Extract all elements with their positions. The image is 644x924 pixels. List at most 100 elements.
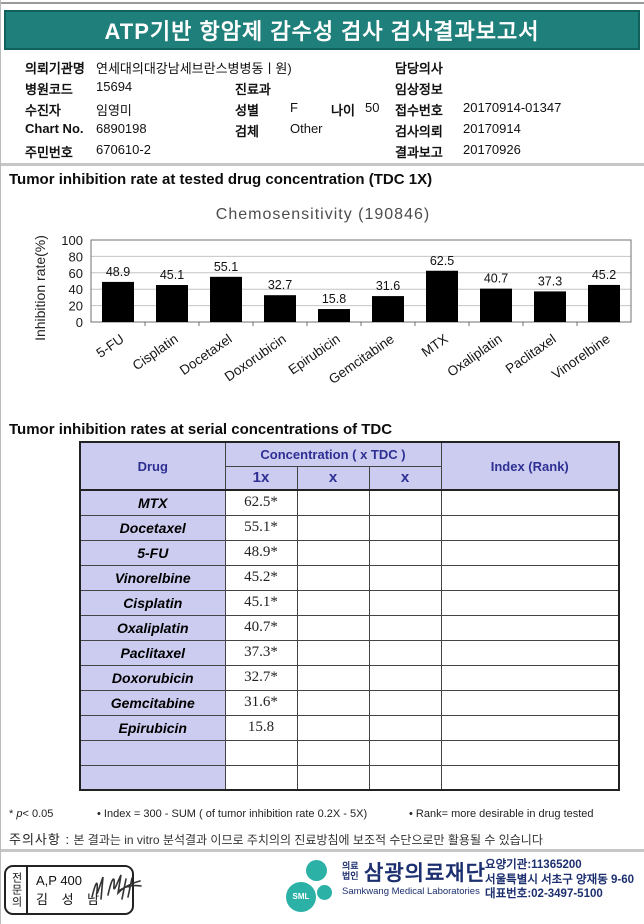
patient-name: 임영미 xyxy=(96,103,132,118)
value-cell xyxy=(296,614,370,641)
y-tick-label: 60 xyxy=(69,266,83,281)
bar-value-label: 40.7 xyxy=(484,272,508,286)
logo-circle-main: SML xyxy=(286,882,316,912)
bar-value-label: 37.3 xyxy=(538,274,562,288)
logo-circle-top xyxy=(306,860,327,881)
value-cell xyxy=(296,664,370,691)
bar xyxy=(264,295,296,322)
value-cell: 55.1* xyxy=(224,514,298,541)
table-row: Vinorelbine 45.2* xyxy=(79,564,620,591)
table-header-row: Drug Concentration ( x TDC ) Index (Rank… xyxy=(79,441,620,491)
specimen-value: Other xyxy=(290,121,323,136)
value-cell xyxy=(368,664,442,691)
y-tick-label: 20 xyxy=(69,299,83,314)
drug-name-cell: Epirubicin xyxy=(79,714,226,741)
drug-name-cell xyxy=(79,739,226,766)
value-cell xyxy=(368,614,442,641)
hospital-code-label: 병원코드 xyxy=(25,82,73,97)
bar xyxy=(210,276,242,322)
address: 서울특별시 서초구 양재동 9-60 xyxy=(485,873,634,886)
bar xyxy=(102,281,134,322)
footer: 전문의 A,P 400 김 성 남 SML 의료 법인 삼광의료재단 Samkw… xyxy=(1,856,644,924)
y-tick-label: 80 xyxy=(69,249,83,264)
patient-label: 수진자 xyxy=(25,103,61,118)
bar-value-label: 31.6 xyxy=(376,279,400,293)
subcol-x3-header: x xyxy=(368,465,442,491)
value-cell xyxy=(368,739,442,766)
value-cell xyxy=(440,614,620,641)
index-formula-note: • Index = 300 - SUM ( of tumor inhibitio… xyxy=(97,808,368,820)
organization-name: 삼광의료재단 xyxy=(364,862,486,885)
table-section-title: Tumor inhibition rates at serial concent… xyxy=(9,421,393,438)
table-row: 5-FU 48.9* xyxy=(79,539,620,566)
bar xyxy=(156,285,188,322)
value-cell xyxy=(296,539,370,566)
caution-text: 본 결과는 in vitro 분석결과 이므로 주치의의 진료방침에 보조적 수… xyxy=(73,833,543,847)
value-cell xyxy=(368,539,442,566)
bar-value-label: 62.5 xyxy=(430,254,454,268)
section-divider xyxy=(1,163,644,166)
table-row: MTX 62.5* xyxy=(79,489,620,516)
age-value: 50 xyxy=(365,100,380,115)
bar xyxy=(372,296,404,322)
table-row xyxy=(79,739,620,766)
value-cell: 45.1* xyxy=(224,589,298,616)
chart-y-axis-label: Inhibition rate(%) xyxy=(32,235,48,341)
value-cell xyxy=(224,764,298,791)
doctor-label: 담당의사 xyxy=(395,61,443,76)
sml-logo-icon: SML xyxy=(286,860,338,918)
y-tick-label: 0 xyxy=(76,315,83,330)
bar-value-label: 48.9 xyxy=(106,265,130,279)
value-cell xyxy=(224,739,298,766)
request-date-value: 20170914 xyxy=(463,121,521,136)
value-cell xyxy=(296,564,370,591)
bar xyxy=(318,309,350,322)
index-rank-column-header: Index (Rank) xyxy=(440,441,620,491)
table-row: Epirubicin 15.8 xyxy=(79,714,620,741)
value-cell xyxy=(296,514,370,541)
drug-name-cell: Vinorelbine xyxy=(79,564,226,591)
patient-info-row: Chart No. 6890198 검체 Other 검사의뢰 20170914 xyxy=(1,121,644,139)
sex-value: F xyxy=(290,100,298,115)
table-subheader-row: 1x x x xyxy=(80,465,619,491)
table-row: Docetaxel 55.1* xyxy=(79,514,620,541)
table-row: Oxaliplatin 40.7* xyxy=(79,614,620,641)
drug-name-cell: Paclitaxel xyxy=(79,639,226,666)
table-row: Paclitaxel 37.3* xyxy=(79,639,620,666)
rank-note: • Rank= more desirable in drug tested xyxy=(409,808,594,820)
value-cell xyxy=(440,539,620,566)
bar xyxy=(480,288,512,322)
patient-info-row: 수진자 임영미 성별 F 나이 50 접수번호 20170914-01347 xyxy=(1,100,644,118)
org-type-label: 의료 법인 xyxy=(342,861,359,881)
value-cell xyxy=(440,564,620,591)
sex-label: 성별 xyxy=(235,103,259,118)
bar-value-label: 55.1 xyxy=(214,260,238,274)
drug-name-cell xyxy=(79,764,226,791)
top-divider xyxy=(1,2,644,4)
table-row xyxy=(79,764,620,791)
bar xyxy=(534,291,566,322)
patient-info-row: 주민번호 670610-2 결과보고 20170926 xyxy=(1,142,644,160)
request-date-label: 검사의뢰 xyxy=(395,124,443,139)
value-cell: 45.2* xyxy=(224,564,298,591)
value-cell: 62.5* xyxy=(224,489,298,516)
x-category-label: Cisplatin xyxy=(130,331,181,373)
facility-number: 요양기관:11365200 xyxy=(485,859,582,871)
signature xyxy=(91,874,142,900)
value-cell xyxy=(440,739,620,766)
logo-circle-right xyxy=(317,885,332,900)
stamp-main-cell: A,P 400 김 성 남 xyxy=(28,867,142,913)
patient-info-row: 병원코드 15694 진료과 임상정보 xyxy=(1,79,644,97)
bar xyxy=(588,284,620,322)
value-cell xyxy=(296,589,370,616)
chart-section-title: Tumor inhibition rate at tested drug con… xyxy=(9,171,433,188)
value-cell: 48.9* xyxy=(224,539,298,566)
value-cell xyxy=(440,489,620,516)
value-cell xyxy=(368,489,442,516)
x-category-label: MTX xyxy=(419,331,451,360)
value-cell xyxy=(296,739,370,766)
value-cell xyxy=(296,714,370,741)
table-row: Doxorubicin 32.7* xyxy=(79,664,620,691)
concentration-column-header: Concentration ( x TDC ) xyxy=(224,441,442,467)
hospital-code-value: 15694 xyxy=(96,79,133,94)
